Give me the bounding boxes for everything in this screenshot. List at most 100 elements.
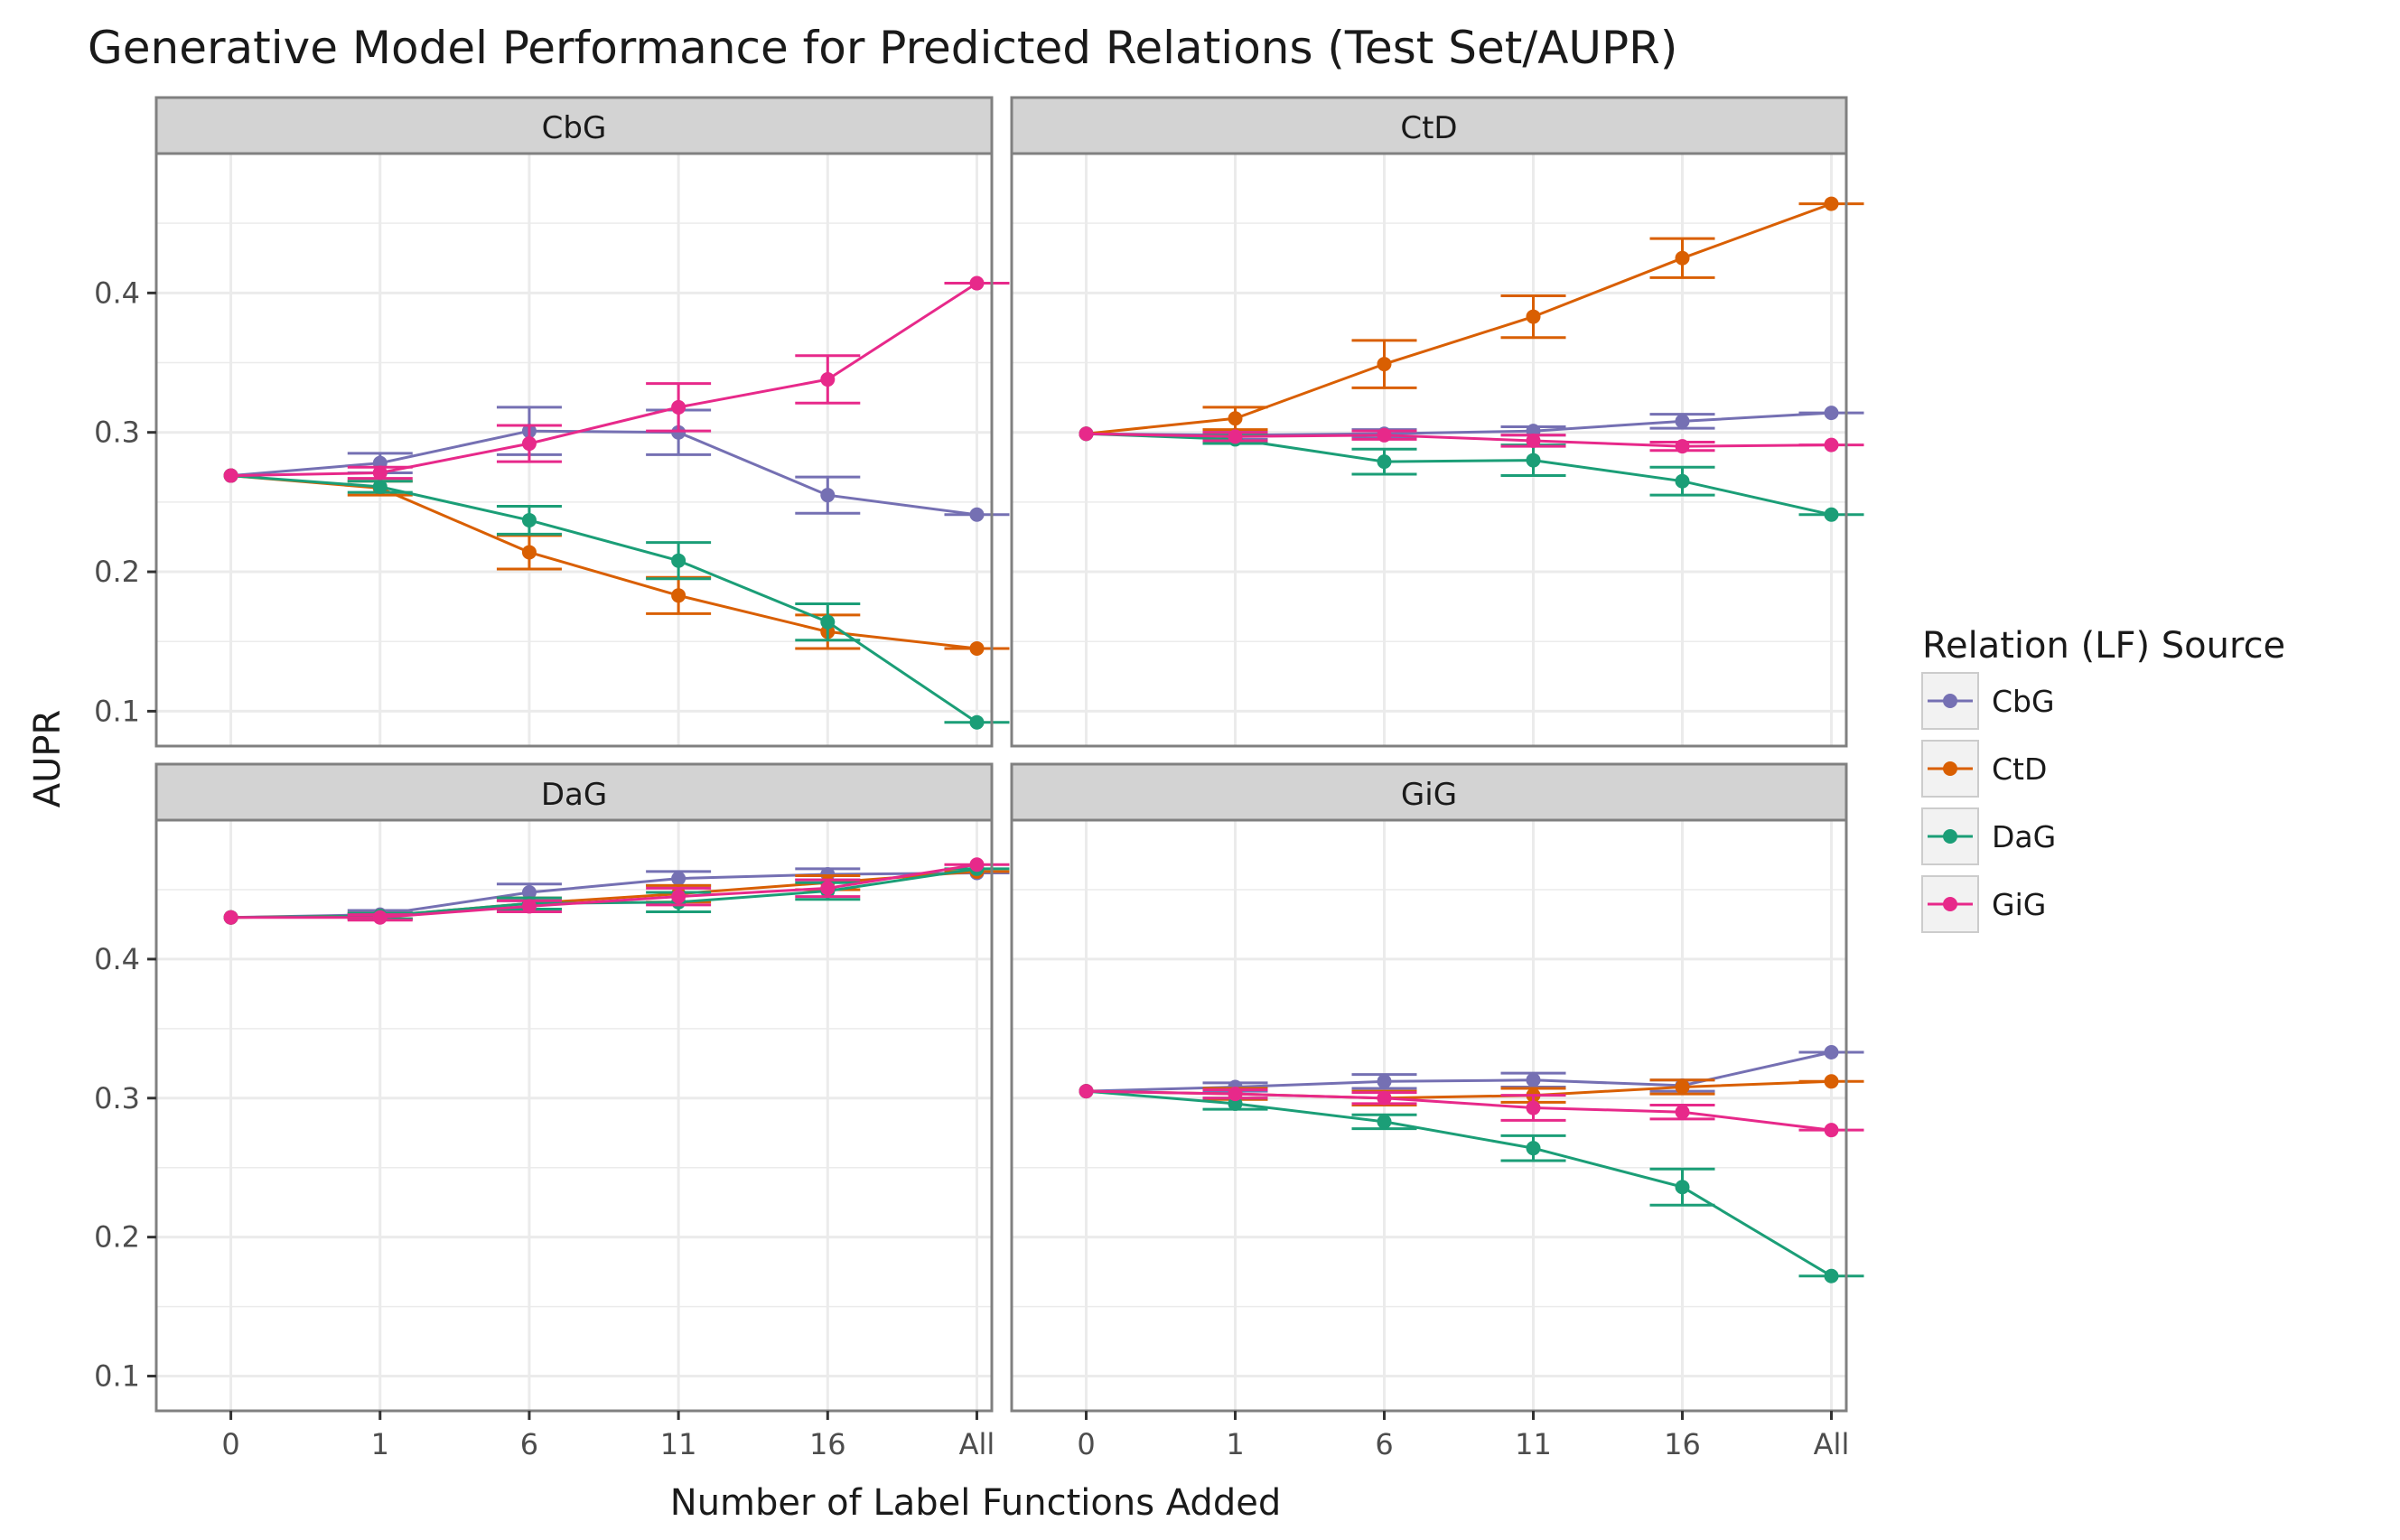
legend-item-cbg: CbG <box>1921 672 2055 730</box>
data-point <box>1228 411 1243 426</box>
panel-dag: DaG <box>154 762 1010 1413</box>
series-line <box>230 867 977 919</box>
data-point <box>1824 406 1839 421</box>
series-cbg <box>223 406 1010 522</box>
y-tick-label: 0.1 <box>94 1359 140 1394</box>
data-point <box>372 479 388 494</box>
data-point <box>372 465 388 481</box>
series-gig <box>223 857 1010 925</box>
panel-title: CtD <box>1400 110 1457 146</box>
series-line <box>230 282 978 478</box>
panel-title: GiG <box>1401 777 1457 813</box>
data-point <box>820 488 836 503</box>
data-point <box>1675 439 1690 454</box>
panel-border <box>1010 818 1848 1413</box>
series-dag <box>1079 1084 1864 1283</box>
panels: CbG CtD DaG GiG <box>154 96 1864 1413</box>
series-gig <box>1079 1084 1864 1138</box>
panel-grid <box>1012 818 1846 1411</box>
data-point <box>969 714 985 730</box>
panel-border <box>1010 152 1848 748</box>
data-point <box>1675 1180 1690 1195</box>
data-point <box>1079 1084 1094 1099</box>
legend-keys: CbG CtD DaG GiG <box>1921 672 2056 933</box>
y-tick-label: 0.3 <box>94 415 140 450</box>
data-point <box>1675 250 1690 266</box>
data-point <box>1824 437 1839 453</box>
legend-label: DaG <box>1992 819 2056 854</box>
x-tick-label: 6 <box>520 1427 538 1461</box>
data-point <box>1377 357 1392 372</box>
y-axis-label: AUPR <box>27 710 69 808</box>
series-line <box>230 429 977 517</box>
data-point <box>1377 427 1392 443</box>
data-point <box>969 640 985 656</box>
series-line <box>1086 432 1832 517</box>
panel-strip <box>154 96 994 155</box>
legend-title: Relation (LF) Source <box>1922 625 2285 667</box>
series-dag <box>223 861 1010 925</box>
legend: Relation (LF) Source CbG CtD DaG GiG <box>1921 625 2285 933</box>
x-tick-label: 11 <box>1515 1427 1552 1461</box>
series-line <box>1086 432 1832 448</box>
data-point <box>671 425 686 440</box>
series-line <box>230 870 977 919</box>
x-axis-label: Number of Label Functions Added <box>670 1482 1281 1524</box>
series-ctd <box>1079 196 1864 442</box>
y-tick-label: 0.2 <box>94 555 140 589</box>
x-tick-label: All <box>1814 1427 1850 1461</box>
data-point <box>969 275 985 291</box>
panel-strip <box>1010 762 1848 822</box>
data-point <box>223 468 238 483</box>
data-point <box>820 881 836 896</box>
panel-border <box>154 818 994 1413</box>
y-tick-label: 0.2 <box>94 1220 140 1255</box>
x-tick-label: 0 <box>221 1427 239 1461</box>
series-line <box>1086 1089 1833 1277</box>
series-dag <box>223 468 1010 730</box>
legend-item-gig: GiG <box>1921 875 2046 933</box>
series-line <box>1086 1079 1832 1100</box>
data-point <box>1675 414 1690 429</box>
data-point <box>1526 1100 1541 1115</box>
data-point <box>1824 1044 1839 1059</box>
data-point <box>1526 453 1541 468</box>
legend-key-point <box>1943 761 1957 776</box>
data-point <box>820 372 836 387</box>
data-point <box>969 507 985 522</box>
data-point <box>223 910 238 925</box>
data-point <box>1377 1090 1392 1106</box>
data-point <box>521 545 537 560</box>
data-point <box>372 910 388 925</box>
panel-title: CbG <box>542 110 607 146</box>
panel-strip <box>154 762 994 822</box>
axes: 0.10.20.30.40.10.20.30.40 1 6 11 16 All 0 1 6 11 1… <box>94 275 1849 1461</box>
panel-ctd: CtD <box>1010 96 1864 748</box>
data-point <box>1377 1074 1392 1089</box>
panel-title: DaG <box>541 777 607 813</box>
legend-label: CtD <box>1992 751 2047 787</box>
data-point <box>1228 1087 1243 1102</box>
data-point <box>1824 507 1839 522</box>
data-point <box>671 553 686 568</box>
series-line <box>230 474 978 724</box>
legend-key-point <box>1943 897 1957 911</box>
data-point <box>671 588 686 603</box>
x-tick-label: All <box>959 1427 995 1461</box>
series-line <box>230 863 977 919</box>
legend-item-ctd: CtD <box>1921 740 2047 798</box>
panel-grid <box>1012 152 1846 746</box>
data-point <box>671 889 686 904</box>
data-point <box>521 899 537 914</box>
data-point <box>1377 454 1392 470</box>
data-point <box>1824 196 1839 211</box>
data-point <box>1526 1072 1541 1087</box>
legend-key-point <box>1943 694 1957 708</box>
y-tick-label: 0.4 <box>94 275 140 310</box>
y-tick-label: 0.1 <box>94 694 140 728</box>
series-line <box>1086 202 1833 435</box>
series-line <box>1086 1089 1832 1132</box>
data-point <box>820 614 836 630</box>
data-point <box>521 512 537 527</box>
